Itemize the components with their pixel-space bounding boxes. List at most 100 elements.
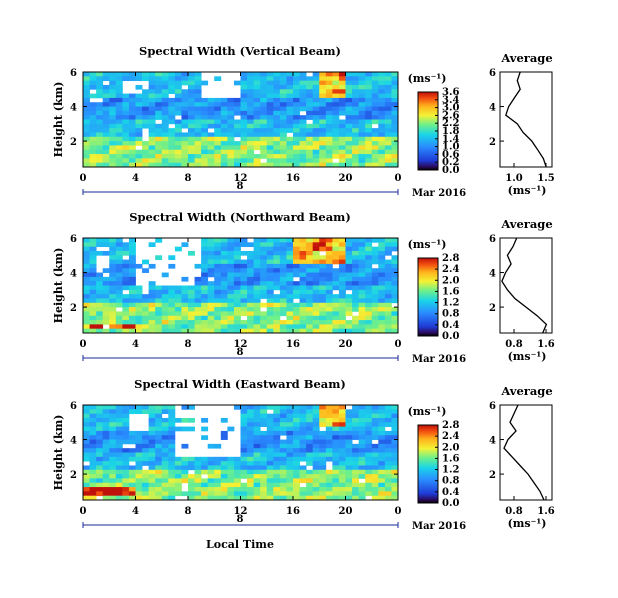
heatmap-cell — [266, 324, 274, 330]
heatmap-cell — [227, 324, 235, 330]
heatmap-cell — [332, 281, 340, 286]
heatmap-cell — [135, 72, 143, 77]
heatmap-cell — [319, 443, 327, 449]
heatmap-cell — [227, 328, 235, 334]
heatmap-cell — [312, 482, 320, 488]
heatmap-cell — [345, 461, 353, 466]
heatmap-cell — [286, 443, 294, 449]
heatmap-cell — [358, 439, 366, 445]
heatmap-cell — [325, 482, 333, 488]
heatmap-cell — [332, 119, 340, 125]
colorbar-tick-label: 1.6 — [442, 453, 459, 464]
heatmap-cell — [325, 443, 333, 449]
heatmap-cell — [115, 452, 123, 458]
heatmap-cell — [384, 405, 392, 410]
heatmap-cell — [365, 422, 373, 427]
heatmap-cell — [325, 430, 333, 436]
heatmap-cell — [135, 115, 143, 120]
heatmap-cell — [358, 443, 366, 449]
heatmap-cell — [181, 158, 189, 164]
heatmap-cell — [89, 242, 97, 248]
heatmap-cell — [247, 285, 255, 291]
heatmap-cell — [260, 242, 268, 248]
heatmap-cell — [279, 145, 287, 151]
heatmap-cell — [319, 435, 327, 440]
heatmap-cell — [161, 132, 169, 138]
heatmap-cell — [319, 115, 327, 120]
heatmap-cell — [247, 128, 255, 133]
heatmap-cell — [352, 93, 360, 99]
heatmap-cell — [161, 136, 169, 142]
heatmap-cell — [306, 435, 314, 440]
heatmap-cell — [325, 478, 333, 484]
heatmap-cell — [260, 255, 268, 260]
heatmap-cell — [371, 474, 379, 479]
heatmap-cell — [148, 491, 156, 497]
heatmap-cell — [378, 409, 386, 415]
heatmap-cell — [220, 315, 228, 321]
heatmap-cell — [122, 72, 130, 77]
heatmap-cell — [201, 255, 209, 260]
heatmap-cell — [371, 72, 379, 77]
heatmap-cell — [371, 487, 379, 492]
heatmap-cell — [273, 294, 281, 299]
heatmap-cell — [89, 461, 97, 466]
heatmap-cell — [142, 478, 150, 484]
average-profile-line — [503, 404, 545, 501]
heatmap-cell — [168, 405, 176, 410]
heatmap-cell — [319, 487, 327, 492]
heatmap-cell — [96, 435, 104, 440]
heatmap-cell — [102, 119, 110, 125]
heatmap-cell — [83, 417, 90, 423]
heatmap-cell — [148, 443, 156, 449]
heatmap-cell — [391, 409, 399, 415]
heatmap-cell — [96, 422, 104, 427]
heatmap-cell — [253, 487, 261, 492]
heatmap-cell — [266, 89, 274, 94]
heatmap-cell — [345, 285, 353, 291]
heatmap-cell — [122, 93, 130, 99]
heatmap-cell — [233, 259, 241, 265]
heatmap-cell — [188, 132, 195, 138]
heatmap-cell — [253, 128, 261, 133]
heatmap-cell — [279, 448, 287, 453]
heatmap-cell — [384, 250, 392, 256]
heatmap-cell — [109, 448, 117, 453]
heatmap-cell — [352, 238, 360, 243]
heatmap-cell — [260, 141, 268, 146]
heatmap-cell — [279, 405, 287, 410]
heatmap-cell — [128, 448, 136, 453]
heatmap-cell — [227, 426, 235, 432]
heatmap-cell — [358, 461, 366, 466]
heatmap-cell — [279, 272, 287, 278]
heatmap-cell — [325, 128, 333, 133]
heatmap-cell — [358, 110, 366, 116]
heatmap-cell — [181, 405, 189, 410]
heatmap-cell — [338, 276, 346, 282]
heatmap-cell — [155, 106, 163, 112]
heatmap-cell — [102, 93, 110, 99]
average-x-label: (ms⁻¹) — [508, 350, 547, 363]
heatmap-cell — [89, 315, 97, 321]
heatmap-cell — [201, 272, 209, 278]
heatmap-cell — [83, 106, 90, 112]
heatmap-cell — [168, 324, 176, 330]
heatmap-cell — [89, 276, 97, 282]
heatmap-cell — [89, 72, 97, 77]
heatmap-cell — [181, 149, 189, 155]
heatmap-cell — [299, 80, 307, 86]
heatmap-cell — [148, 162, 156, 168]
heatmap-cell — [345, 158, 353, 164]
heatmap-cell — [332, 255, 340, 260]
heatmap-cell — [128, 328, 136, 334]
heatmap-cell — [89, 405, 97, 410]
heatmap-cell — [312, 132, 320, 138]
heatmap-cell — [365, 255, 373, 260]
heatmap-cell — [128, 259, 136, 265]
heatmap-cell — [273, 495, 281, 501]
heatmap-cell — [266, 417, 274, 423]
heatmap-cell — [293, 320, 300, 325]
heatmap-cell — [279, 93, 287, 99]
heatmap-cell — [391, 320, 399, 325]
heatmap-cell — [273, 439, 281, 445]
